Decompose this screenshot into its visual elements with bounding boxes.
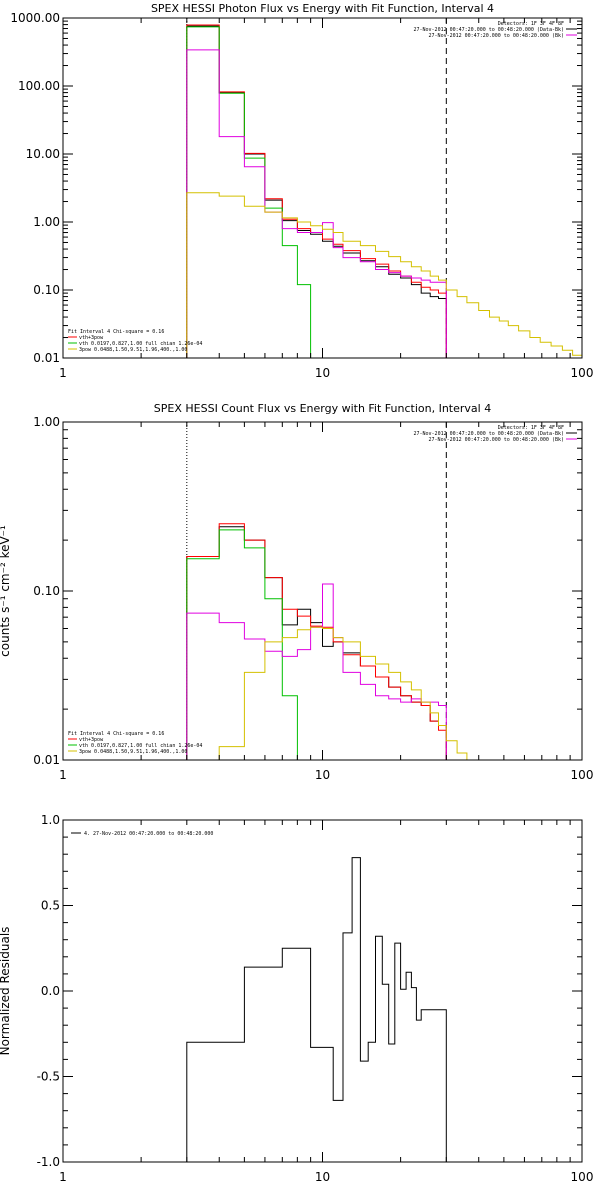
legend-entry: Fit Interval 4 Chi-square = 0.16	[68, 731, 164, 737]
y-tick-label: -0.5	[37, 1070, 60, 1084]
legend-entry: vth 0.0197,0.827,1.00 full chian 1.26e-0…	[79, 743, 202, 749]
chart-title: SPEX HESSI Photon Flux vs Energy with Fi…	[151, 2, 494, 15]
legend-entry: 3pow 0.0488,1.50,9.51,1.96,400.,1.00	[79, 749, 187, 755]
y-tick-label: 100.00	[18, 79, 60, 93]
info-line: Detectors: 1F 3F 4F 8F	[498, 21, 564, 27]
info-line: 27-Nov-2012 00:47:20.000 to 00:48:20.000…	[429, 33, 564, 39]
y-tick-label: 1.00	[33, 215, 60, 229]
y-tick-label: 0.0	[41, 984, 60, 998]
x-tick-label: 1	[59, 768, 67, 782]
series-group	[186, 857, 447, 1162]
y-tick-label: 0.01	[33, 351, 60, 365]
series-line	[186, 192, 582, 358]
info-line: 27-Nov-2012 00:47:20.000 to 00:48:20.000…	[413, 27, 564, 33]
y-tick-label: 0.01	[33, 753, 60, 767]
x-tick-label: 1	[59, 1170, 67, 1184]
y-tick-label: 10.00	[26, 147, 60, 161]
info-line: 27-Nov-2012 00:47:20.000 to 00:48:20.000…	[413, 431, 564, 437]
series-group	[186, 523, 500, 760]
series-group	[186, 24, 582, 358]
y-tick-label: 1000.00	[10, 11, 60, 25]
y-axis-label: Normalized Residuals	[0, 927, 12, 1056]
series-line	[186, 49, 447, 358]
x-tick-label: 100	[571, 366, 594, 380]
y-tick-label: 0.10	[33, 283, 60, 297]
legend-entry: 3pow 0.0488,1.50,9.51,1.96,400.,1.00	[79, 347, 187, 353]
chart-title: SPEX HESSI Count Flux vs Energy with Fit…	[154, 402, 491, 415]
y-tick-label: 1.00	[33, 415, 60, 429]
series-line	[186, 529, 311, 760]
y-tick-label: 0.5	[41, 899, 60, 913]
info-line: Detectors: 1F 3F 4F 8F	[498, 425, 564, 431]
series-line	[186, 626, 500, 760]
y-axis-label: counts s⁻¹ cm⁻² keV⁻¹	[0, 525, 12, 657]
photon-flux-panel: SPEX HESSI Photon Flux vs Energy with Fi…	[10, 2, 593, 380]
y-tick-label: 1.0	[41, 813, 60, 827]
info-line: 27-Nov-2012 00:47:20.000 to 00:48:20.000…	[429, 437, 564, 443]
x-tick-label: 10	[315, 1170, 330, 1184]
x-tick-label: 10	[315, 366, 330, 380]
legend-entry: vth+3pow	[79, 335, 104, 341]
x-tick-label: 1	[59, 366, 67, 380]
legend-entry: Fit Interval 4 Chi-square = 0.16	[68, 329, 164, 335]
count-flux-panel: SPEX HESSI Count Flux vs Energy with Fit…	[0, 402, 593, 782]
x-tick-label: 10	[315, 768, 330, 782]
y-tick-label: 0.10	[33, 584, 60, 598]
residuals-panel: 1 10 100 -1.0 -0.5 0.0 0.5 1.0 Normalized Residu…	[0, 813, 593, 1184]
legend-entry: vth 0.0197,0.827,1.00 full chian 1.26e-0…	[79, 341, 202, 347]
legend-entry: vth+3pow	[79, 737, 104, 743]
legend-entry: 4. 27-Nov-2012 00:47:20.000 to 00:48:20.…	[84, 831, 213, 837]
series-line	[186, 857, 447, 1162]
x-tick-label: 100	[571, 768, 594, 782]
y-tick-label: -1.0	[37, 1155, 60, 1169]
x-tick-label: 100	[571, 1170, 594, 1184]
